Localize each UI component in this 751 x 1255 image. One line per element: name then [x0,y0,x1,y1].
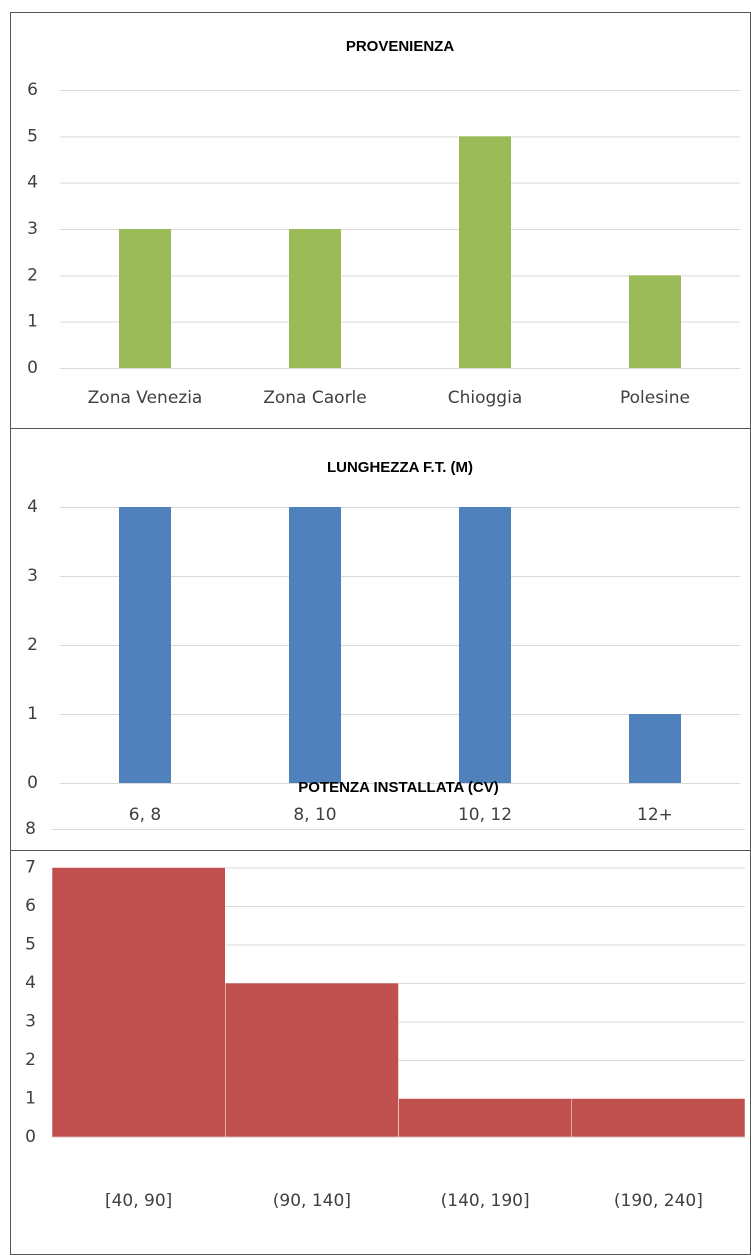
y-tick-label: 2 [27,635,38,655]
chart-title: POTENZA INSTALLATA (CV) [298,779,499,796]
chart-title: PROVENIENZA [346,38,455,55]
bar [629,275,681,368]
x-tick-label: Chioggia [448,388,523,408]
bar [629,714,681,783]
y-tick-label: 8 [25,819,36,839]
x-tick-label: (140, 190] [441,1191,530,1211]
y-tick-label: 3 [27,566,38,586]
bar [225,982,399,1138]
y-tick-label: 3 [25,1012,36,1032]
x-tick-label: 12+ [637,805,673,825]
x-tick-label: Zona Caorle [263,388,367,408]
bar [289,229,341,368]
y-tick-label: 0 [27,358,38,378]
y-tick-label: 5 [27,126,38,146]
y-tick-label: 3 [27,219,38,239]
y-tick-label: 4 [27,173,38,193]
y-tick-label: 5 [25,935,36,955]
chart-title: LUNGHEZZA F.T. (M) [327,459,473,476]
y-tick-label: 0 [27,773,38,793]
bar [398,1098,572,1138]
bar [459,507,511,783]
y-tick-label: 6 [27,80,38,100]
y-tick-label: 0 [25,1127,36,1147]
bar [289,507,341,783]
y-tick-label: 1 [25,1089,36,1109]
y-tick-label: 1 [27,704,38,724]
y-tick-label: 7 [25,858,36,878]
x-tick-label: [40, 90] [105,1191,172,1211]
y-tick-label: 2 [25,1050,36,1070]
x-tick-label: Polesine [620,388,690,408]
x-tick-label: (90, 140] [273,1191,351,1211]
bar [119,229,171,368]
bar [571,1098,746,1138]
bar [51,867,226,1138]
y-tick-label: 4 [27,497,38,517]
bar [459,136,511,368]
x-tick-label: 6, 8 [129,805,161,825]
y-tick-label: 1 [27,312,38,332]
x-tick-label: Zona Venezia [88,388,203,408]
x-tick-label: 8, 10 [293,805,336,825]
x-tick-label: (190, 240] [614,1191,703,1211]
bar [119,507,171,783]
x-tick-label: 10, 12 [458,805,512,825]
y-tick-label: 4 [25,973,36,993]
y-tick-label: 6 [25,896,36,916]
y-tick-label: 2 [27,265,38,285]
